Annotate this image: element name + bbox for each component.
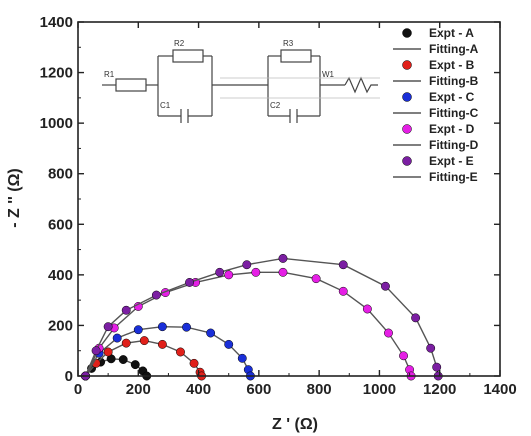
circuit-label: R2 [174,39,185,48]
legend-marker [402,124,412,134]
x-tick-label: 600 [246,381,271,398]
data-point-b [103,347,113,357]
legend-label: Fitting-C [429,106,479,120]
x-tick-label: 800 [307,381,332,398]
data-point-d [278,267,288,277]
x-tick-label: 0 [74,381,82,398]
x-tick-label: 1200 [423,381,456,398]
x-tick-label: 1400 [483,381,516,398]
data-point-a [130,360,140,370]
resistor-r2 [172,49,204,63]
data-point-e [411,313,421,323]
y-tick-label: 600 [48,216,73,233]
data-point-c [133,325,143,335]
legend-label: Fitting-D [429,138,479,152]
y-tick-label: 1000 [40,115,73,132]
data-point-e [185,277,194,287]
data-point-d [224,270,234,280]
resistor-r3 [280,49,312,63]
fit-line-e [84,257,439,377]
data-point-c [224,339,234,349]
data-point-e [103,322,113,332]
x-tick-label: 200 [126,381,151,398]
fit-line-b [84,339,203,377]
data-point-c [182,322,191,332]
circuit-label: C2 [270,101,281,110]
data-point-e [381,281,390,291]
data-point-d [384,328,393,338]
data-point-c [112,333,122,343]
data-point-b [176,347,185,357]
data-point-e [121,305,131,315]
y-axis-title: - Z '' (Ω) [6,168,23,228]
y-tick-label: 1200 [40,65,73,82]
fit-line-d [84,271,412,377]
data-point-e [432,362,442,372]
data-point-d [251,267,261,277]
data-point-b [189,358,199,368]
legend-label: Expt - D [429,122,475,136]
data-point-d [399,351,408,361]
data-point-e [426,343,436,353]
y-tick-label: 200 [48,317,73,334]
data-point-a [118,355,128,365]
legend-label: Fitting-A [429,42,479,56]
data-point-b [139,336,149,346]
legend-label: Expt - B [429,58,475,72]
circuit-label: R1 [104,70,115,79]
circuit-label: W1 [322,70,335,79]
data-point-c [206,328,216,338]
x-axis-title: Z ' (Ω) [272,416,318,433]
legend-marker [402,60,412,70]
circuit-label: C1 [160,101,171,110]
y-tick-label: 1400 [40,14,73,31]
data-point-d [362,304,372,314]
data-point-c [237,353,247,363]
data-point-e [151,290,161,300]
data-point-e [278,253,288,263]
axes: 0 200 400 600 800 1000 1200 1400 0 200 400 600 800 10… [40,14,517,398]
data-point-d [338,286,348,296]
x-tick-label: 1000 [363,381,396,398]
legend-marker [402,92,412,102]
data-point-e [338,260,348,270]
equivalent-circuit-inset: R1 R2 C1 R3 C2 W1 [102,39,380,123]
data-point-c [157,322,167,332]
data-point-b [121,338,131,348]
y-tick-label: 0 [65,368,73,385]
plot-area [81,253,443,381]
legend-label: Expt - A [429,26,474,40]
circuit-label: R3 [283,39,294,48]
legend-marker [402,28,412,38]
legend: Expt - A Fitting-A Expt - B Fitting-B Expt -… [393,26,479,184]
resistor-r1 [115,78,147,92]
x-tick-label: 400 [186,381,211,398]
legend-label: Fitting-B [429,74,479,88]
y-tick-label: 800 [48,166,73,183]
legend-label: Fitting-E [429,170,478,184]
legend-marker [402,156,412,166]
warburg-element [344,76,378,94]
legend-label: Expt - C [429,90,475,104]
legend-label: Expt - E [429,154,474,168]
data-point-b [157,339,167,349]
data-point-e [215,267,225,277]
data-point-d [311,274,321,284]
data-point-e [91,346,101,356]
data-point-e [242,260,252,270]
y-tick-label: 400 [48,267,73,284]
